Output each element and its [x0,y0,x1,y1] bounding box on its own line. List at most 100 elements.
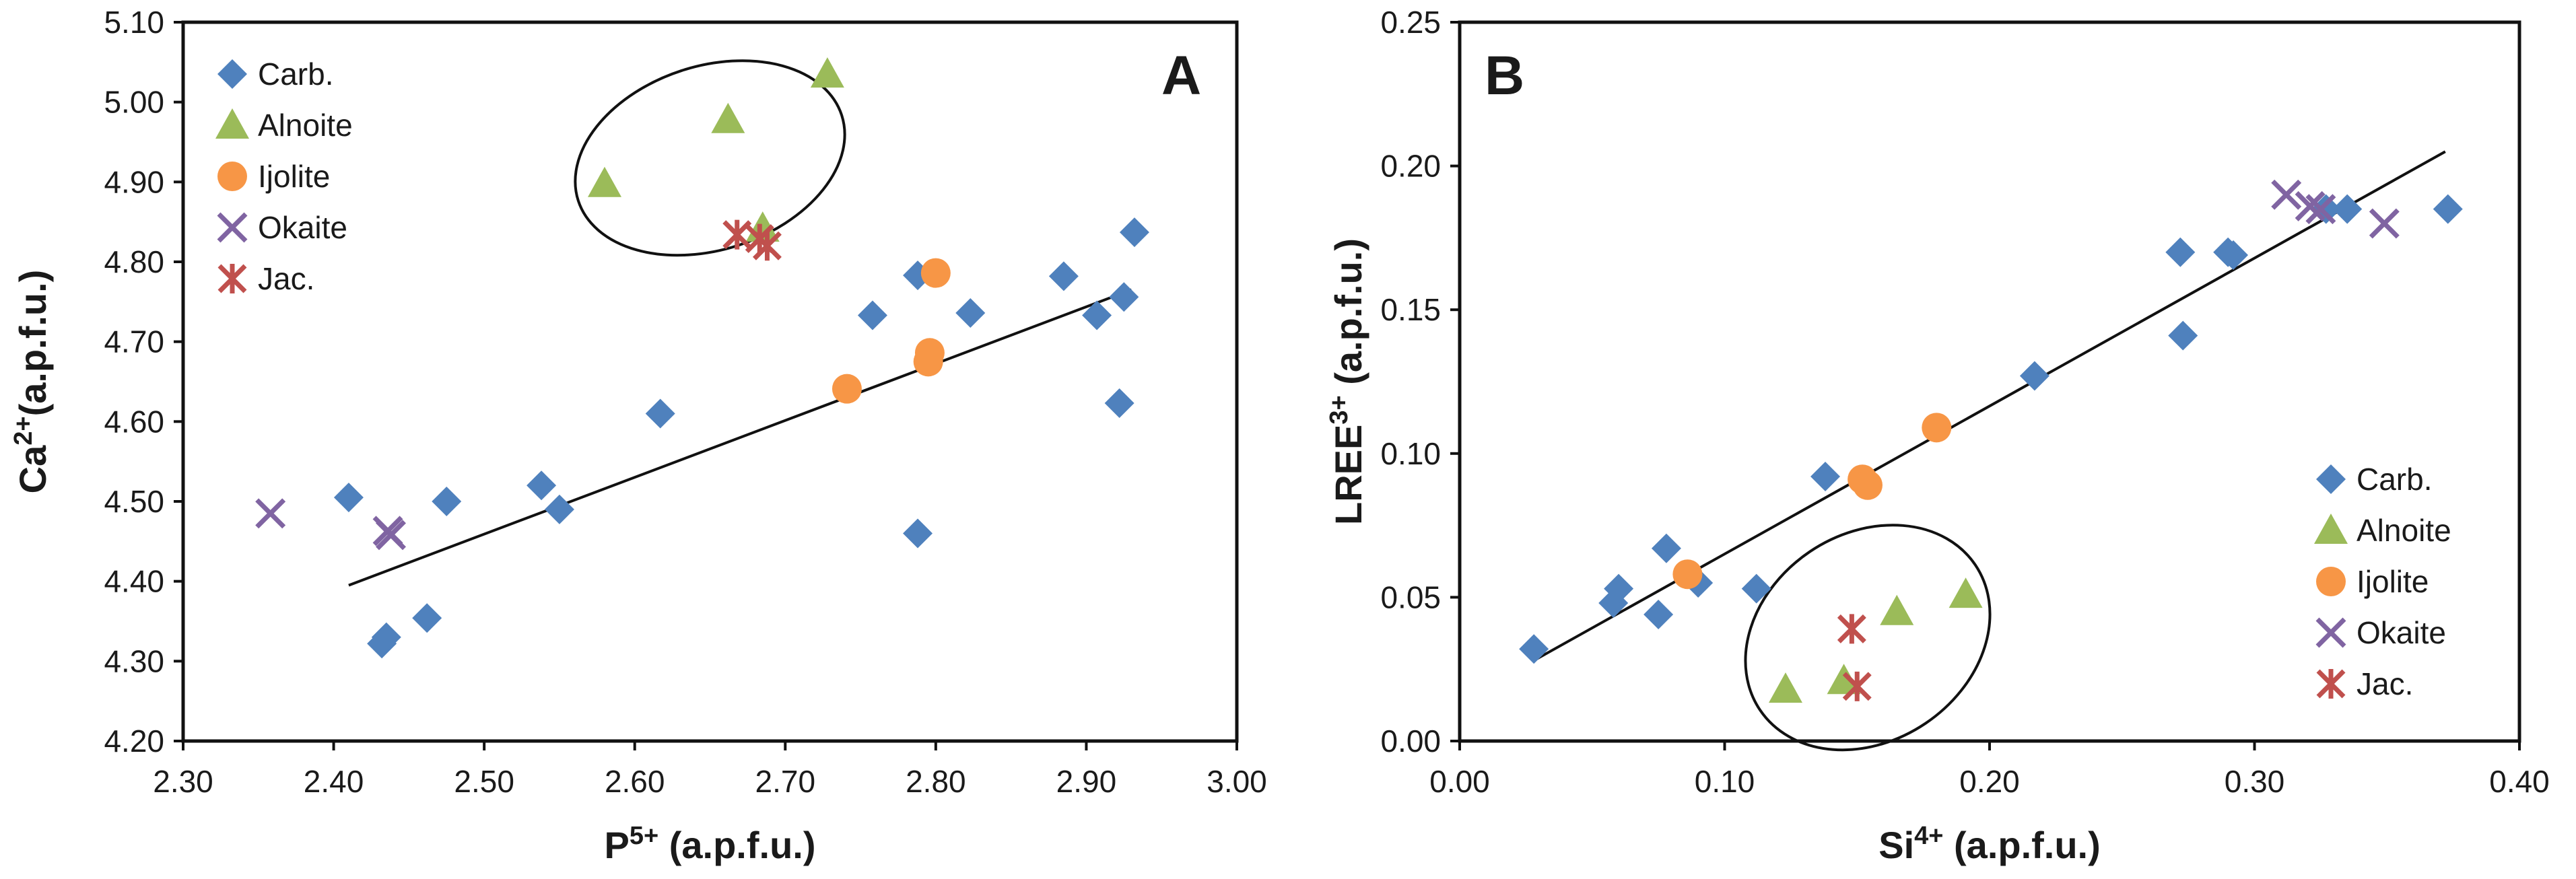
x-tick-label: 2.90 [1056,764,1117,799]
x-tick-label: 0.00 [1429,764,1490,799]
x-tick-label: 2.60 [605,764,665,799]
x-tick-label: 2.40 [304,764,364,799]
okaite-stroke [2295,190,2326,221]
y-tick-label: 5.10 [104,5,164,40]
y-tick-label: 0.25 [1380,5,1441,40]
y-tick-label: 4.60 [104,404,164,439]
carb-point [1810,461,1841,491]
okaite-point [2271,179,2302,210]
carb-point [2165,237,2196,267]
carb-point [1119,217,1149,248]
okaite-stroke [2369,208,2400,239]
alnoite-point [1769,672,1803,703]
x-tick-label: 3.00 [1207,764,1267,799]
carb-point [2168,320,2198,351]
y-tick-label: 4.20 [104,724,164,759]
x-tick-label: 2.70 [755,764,816,799]
jac-point [1842,671,1872,701]
carb-point [412,603,442,633]
carb-point [432,487,462,516]
okaite-point [2295,190,2326,221]
carb-point [217,59,247,89]
alnoite-point [588,166,621,197]
y-tick-label: 4.70 [104,324,164,359]
y-tick-label: 4.90 [104,164,164,199]
legend-label: Okaite [2357,615,2446,650]
carb-point [1651,533,1681,563]
okaite-stroke [376,520,407,551]
ijolite-point [832,374,862,404]
x-tick-label: 0.20 [1959,764,2020,799]
x-tick-label: 0.10 [1695,764,1755,799]
alnoite-point [1880,594,1914,625]
alnoite-point [1948,577,1983,608]
plot-frame [181,20,1239,743]
carb-point [1643,600,1674,630]
jac-point [722,219,752,250]
legend-label: Alnoite [2357,513,2451,548]
grouping-ellipse [574,59,846,257]
ijolite-point [217,162,247,191]
chart-panel-b: 0.00 0.05 0.10 0.15 0.20 0.25 0.00 0.10 0.20 0.30… [1325,5,2550,866]
x-tick-label: 2.80 [906,764,966,799]
carb-point [1048,261,1079,291]
y-tick-label: 4.50 [104,484,164,519]
legend-label: Alnoite [258,108,353,143]
legend-label: Ijolite [258,159,330,194]
carb-point [903,518,933,549]
y-tick-label: 0.10 [1380,436,1441,471]
okaite-point [217,212,248,243]
okaite-point [2369,208,2400,239]
alnoite-point [711,102,745,133]
jac-point [752,231,782,261]
y-tick-label: 4.80 [104,244,164,279]
alnoite-point [2314,514,2348,544]
carb-point [333,483,364,513]
panel-label: A [1161,45,1201,106]
x-tick-label: 0.40 [2489,764,2550,799]
y-axis-label: LREE3+ (a.p.f.u.) [1325,238,1369,525]
jac-point [1837,614,1866,644]
x-tick-label: 2.50 [454,764,514,799]
legend-label: Carb. [2357,462,2432,497]
alnoite-point [1827,664,1861,695]
grouping-ellipse [1744,524,1992,752]
okaite-point [2305,194,2336,225]
ijolite-point [2316,567,2346,596]
y-tick-label: 0.00 [1380,724,1441,759]
legend-label: Jac. [2357,666,2413,701]
alnoite-point [215,108,249,139]
legend-label: Jac. [258,261,314,296]
legend-label: Ijolite [2357,564,2429,599]
panel-label: B [1485,45,1524,106]
jac-point [217,264,247,293]
carb-point [1519,634,1549,664]
trendline [348,288,1132,587]
x-tick-label: 2.30 [153,764,213,799]
okaite-stroke [217,212,248,243]
carb-point [1104,388,1134,419]
x-axis-label: Si4+ (a.p.f.u.) [1878,822,2101,866]
legend-label: Carb. [258,57,333,92]
y-axis-label: Ca2+(a.p.f.u.) [9,270,54,494]
okaite-stroke [2305,194,2336,225]
y-tick-label: 0.05 [1380,579,1441,614]
carb-point [2019,361,2049,391]
carb-point [2316,464,2346,494]
jac-point [2316,669,2346,699]
okaite-point [255,498,286,529]
carb-point [1109,282,1139,312]
y-tick-label: 0.20 [1380,149,1441,184]
carb-point [544,494,574,524]
x-tick-label: 0.30 [2225,764,2285,799]
y-tick-label: 4.30 [104,643,164,678]
okaite-stroke [255,498,286,529]
ijolite-point [920,258,951,288]
carb-point [1082,300,1112,330]
x-axis-label: P5+ (a.p.f.u.) [605,822,816,866]
legend-label: Okaite [258,210,347,245]
y-tick-label: 5.00 [104,85,164,120]
ijolite-point [914,338,945,368]
carb-point [2332,194,2363,224]
